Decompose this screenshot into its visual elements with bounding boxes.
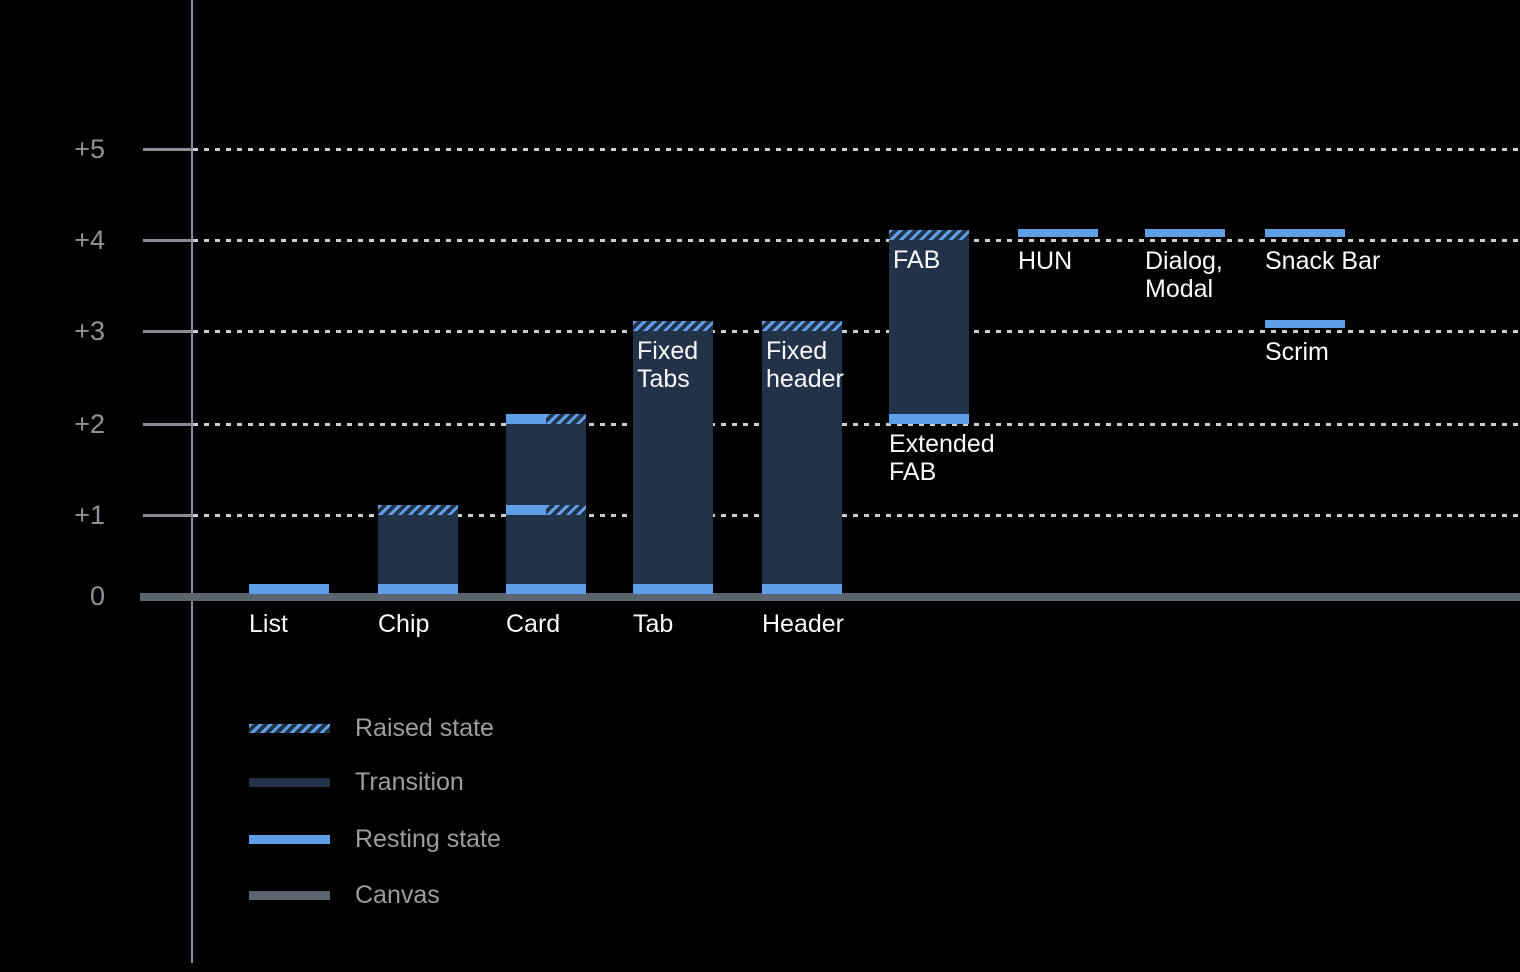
legend-item-canvas: Canvas bbox=[249, 881, 440, 909]
card-raised-band-l1 bbox=[546, 505, 586, 515]
tick-mark-5 bbox=[143, 148, 191, 151]
scrim-resting-band bbox=[1265, 320, 1345, 328]
snack-bar-resting-band bbox=[1265, 229, 1345, 237]
dialog-modal-resting-band bbox=[1145, 229, 1225, 237]
header-resting-band bbox=[762, 584, 842, 594]
chip-transition-body bbox=[378, 515, 458, 584]
grid-line-3 bbox=[193, 330, 1520, 333]
bar-label-snack-bar: Snack Bar bbox=[1265, 247, 1381, 275]
tab-bar-caption: Fixed Tabs bbox=[637, 337, 699, 393]
grid-line-4 bbox=[193, 239, 1520, 242]
bar-label-chip: Chip bbox=[378, 610, 430, 638]
legend-swatch-transition bbox=[249, 777, 330, 787]
card-resting-band-l1 bbox=[506, 505, 546, 515]
tick-label-1: +1 bbox=[74, 500, 105, 530]
legend-label-canvas: Canvas bbox=[355, 880, 440, 909]
chip-resting-band bbox=[378, 584, 458, 594]
card-resting-band-l2 bbox=[506, 414, 546, 424]
tick-mark-1 bbox=[143, 514, 191, 517]
bar-label-scrim: Scrim bbox=[1265, 338, 1329, 366]
bar-label-tab: Tab bbox=[633, 610, 674, 638]
legend-swatch-raised bbox=[249, 723, 330, 733]
fab-transition-body bbox=[889, 240, 969, 414]
tick-label-5: +5 bbox=[74, 134, 105, 164]
tick-mark-2 bbox=[143, 423, 191, 426]
canvas-baseline bbox=[140, 593, 1520, 601]
card-raised-band-l2 bbox=[546, 414, 586, 424]
legend-label-resting: Resting state bbox=[355, 824, 501, 853]
tick-mark-4 bbox=[143, 239, 191, 242]
fab-bar-caption: FAB bbox=[893, 246, 941, 274]
hun-resting-band bbox=[1018, 229, 1098, 237]
bar-label-list: List bbox=[249, 610, 288, 638]
tick-label-3: +3 bbox=[74, 316, 105, 346]
legend-label-raised: Raised state bbox=[355, 713, 494, 742]
list-resting-band bbox=[249, 584, 329, 594]
bar-label-hun: HUN bbox=[1018, 247, 1073, 275]
legend-item-transition: Transition bbox=[249, 768, 464, 796]
fab-raised-band bbox=[889, 230, 969, 240]
grid-line-2 bbox=[193, 423, 1520, 426]
bar-label-fab: Extended FAB bbox=[889, 430, 995, 486]
card-transition-body bbox=[506, 424, 586, 584]
fab-resting-band bbox=[889, 414, 969, 424]
legend-swatch-resting bbox=[249, 834, 330, 844]
tab-raised-band bbox=[633, 321, 713, 331]
tick-mark-3 bbox=[143, 330, 191, 333]
legend-item-raised: Raised state bbox=[249, 714, 494, 742]
grid-line-5 bbox=[193, 148, 1520, 151]
tab-resting-band bbox=[633, 584, 713, 594]
legend-swatch-canvas bbox=[249, 890, 330, 900]
header-bar-caption: Fixed header bbox=[766, 337, 844, 393]
bar-label-header: Header bbox=[762, 610, 844, 638]
tick-label-0: 0 bbox=[89, 581, 105, 611]
header-raised-band bbox=[762, 321, 842, 331]
legend-label-transition: Transition bbox=[355, 767, 464, 796]
legend-item-resting: Resting state bbox=[249, 825, 501, 853]
card-resting-band bbox=[506, 584, 586, 594]
header-transition-body bbox=[762, 331, 842, 584]
tick-label-2: +2 bbox=[74, 409, 105, 439]
bar-label-card: Card bbox=[506, 610, 561, 638]
chip-raised-band bbox=[378, 505, 458, 515]
tab-transition-body bbox=[633, 331, 713, 584]
y-axis-line bbox=[191, 0, 193, 963]
grid-line-1 bbox=[193, 514, 1520, 517]
tick-label-4: +4 bbox=[74, 225, 105, 255]
bar-label-dialog-modal: Dialog, Modal bbox=[1145, 247, 1223, 303]
